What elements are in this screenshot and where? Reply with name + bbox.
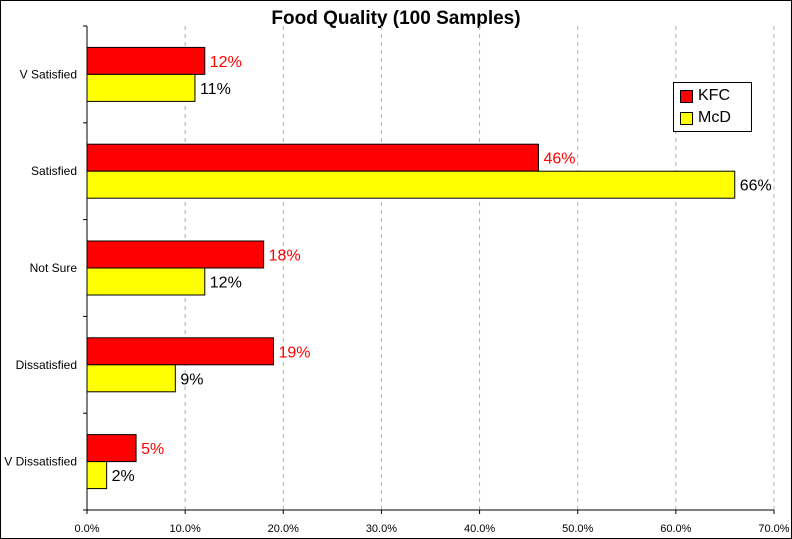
x-tick-label: 40.0% — [464, 523, 495, 535]
legend-item-mcd: McD — [680, 108, 731, 128]
data-label-mcd: 2% — [112, 468, 135, 485]
data-label-mcd: 11% — [200, 81, 231, 98]
data-label-kfc: 12% — [210, 54, 242, 71]
legend-item-kfc: KFC — [680, 86, 730, 106]
data-label-kfc: 19% — [278, 344, 310, 361]
category-label: Dissatisfied — [16, 358, 77, 372]
bar-kfc — [86, 143, 539, 172]
x-tick-label: 10.0% — [170, 523, 201, 535]
bar-kfc — [86, 46, 206, 75]
data-label-mcd: 12% — [210, 275, 242, 292]
x-tick-label: 60.0% — [660, 523, 691, 535]
bar-mcd — [86, 461, 108, 490]
bar-mcd — [86, 73, 196, 102]
legend-swatch-kfc — [680, 89, 693, 103]
bar-kfc — [86, 240, 265, 269]
data-label-mcd: 66% — [740, 178, 772, 195]
x-tick-label: 70.0% — [758, 523, 789, 535]
data-label-kfc: 46% — [543, 151, 575, 168]
bar-kfc — [86, 434, 137, 463]
x-tick-label: 50.0% — [562, 523, 593, 535]
category-label: V Satisfied — [20, 67, 77, 81]
legend-swatch-mcd — [680, 111, 693, 125]
axes — [83, 25, 775, 514]
chart-title: Food Quality (100 Samples) — [271, 8, 521, 29]
data-label-kfc: 18% — [269, 248, 301, 265]
data-label-kfc: 5% — [141, 441, 164, 458]
bars — [86, 46, 736, 490]
category-label: V Dissatisfied — [4, 455, 77, 469]
labels: 0.0% 10.0% 20.0% 30.0% 40.0% 50.0% 60.0% 70.0% 1… — [4, 54, 790, 535]
legend: KFC McD — [673, 82, 752, 132]
category-label: Not Sure — [30, 261, 78, 275]
bar-kfc — [86, 337, 274, 366]
legend-label-kfc: KFC — [698, 87, 730, 104]
category-label: Satisfied — [31, 164, 77, 178]
bar-mcd — [86, 170, 736, 199]
x-tick-label: 20.0% — [268, 523, 299, 535]
bar-mcd — [86, 267, 206, 296]
data-label-mcd: 9% — [180, 371, 203, 388]
x-tick-label: 0.0% — [74, 523, 99, 535]
bar-mcd — [86, 364, 176, 393]
x-tick-label: 30.0% — [366, 523, 397, 535]
legend-label-mcd: McD — [698, 109, 731, 126]
